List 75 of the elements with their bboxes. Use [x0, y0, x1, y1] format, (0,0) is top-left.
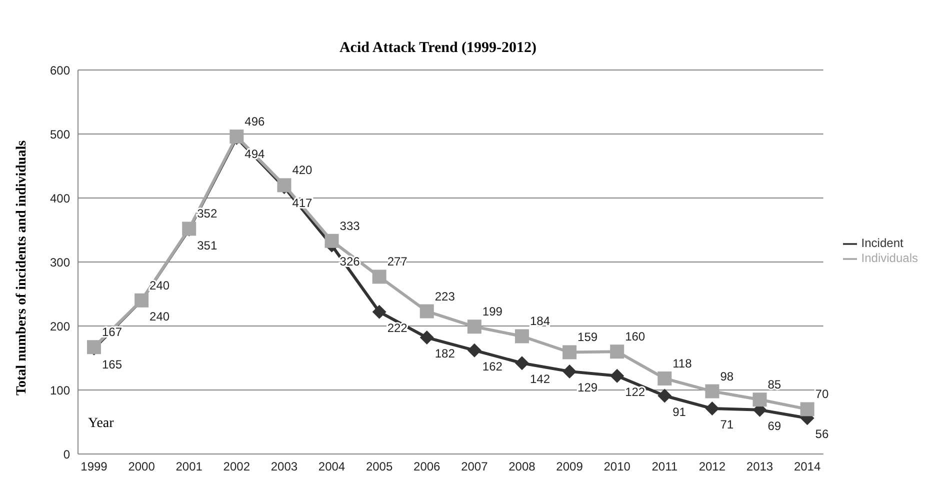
legend-label: Incident	[861, 236, 904, 250]
x-tick-label: 2010	[604, 460, 631, 474]
data-label: 184	[530, 314, 550, 328]
point	[800, 402, 814, 416]
point	[562, 345, 577, 360]
point	[658, 388, 672, 403]
data-label: 333	[340, 218, 360, 233]
data-label: 223	[434, 289, 456, 304]
point	[610, 344, 624, 359]
data-label: 182	[434, 346, 456, 361]
y-tick-label: 200	[50, 319, 70, 334]
data-label: 85	[768, 378, 782, 392]
data-label: 352	[197, 206, 218, 221]
legend-label: Individuals	[861, 251, 918, 265]
data-label: 129	[578, 380, 598, 394]
x-tick-label: 2005	[366, 460, 393, 474]
point	[372, 270, 386, 284]
point	[752, 392, 767, 407]
x-tick-label: 2001	[176, 460, 203, 474]
point	[658, 371, 672, 386]
data-label: 277	[387, 254, 408, 269]
y-tick-label: 400	[50, 191, 70, 206]
data-label: 162	[482, 359, 503, 374]
data-label: 69	[768, 418, 782, 433]
y-tick-label: 0	[63, 447, 70, 462]
x-tick-label: 1999	[80, 460, 108, 474]
data-label: 118	[672, 356, 692, 370]
point	[705, 402, 720, 416]
x-tick-label: 2009	[556, 460, 584, 474]
x-tick-label: 2013	[746, 460, 774, 474]
x-axis-title: Year	[88, 416, 114, 432]
point	[420, 304, 434, 318]
point	[514, 356, 529, 370]
data-label: 122	[625, 384, 646, 399]
x-tick-label: 2012	[698, 460, 726, 474]
data-label: 56	[815, 427, 829, 442]
y-tick-label: 600	[50, 63, 70, 78]
y-tick-label: 300	[50, 255, 70, 270]
point	[467, 343, 482, 358]
data-label: 160	[625, 330, 646, 344]
y-axis-title: Total numbers of incidents and individuals	[15, 140, 31, 396]
data-label: 165	[102, 357, 122, 372]
x-tick-label: 2003	[270, 460, 298, 474]
data-label: 98	[720, 369, 734, 384]
data-label: 496	[244, 114, 266, 129]
x-tick-label: 2004	[318, 460, 346, 474]
data-label: 142	[530, 372, 550, 386]
data-label: 199	[482, 304, 503, 319]
x-tick-label: 2007	[461, 460, 488, 474]
point	[324, 234, 339, 248]
data-label: 351	[197, 238, 218, 252]
x-tick-label: 2006	[414, 460, 441, 474]
point	[562, 364, 577, 378]
point	[705, 384, 720, 398]
x-tick-label: 2011	[652, 460, 678, 474]
data-label: 91	[672, 404, 686, 419]
point	[467, 320, 482, 334]
chart-title: Acid Attack Trend (1999-2012)	[338, 40, 538, 57]
point	[610, 368, 624, 383]
y-tick-label: 500	[50, 127, 70, 142]
data-label: 240	[150, 278, 170, 292]
x-tick-label: 2000	[128, 460, 156, 474]
data-label: 71	[720, 418, 734, 432]
point	[420, 330, 434, 345]
data-label: 222	[387, 320, 408, 335]
y-tick-label: 100	[50, 383, 70, 398]
data-label: 159	[578, 330, 598, 344]
data-label: 240	[150, 309, 170, 324]
data-label: 420	[292, 163, 313, 178]
x-tick-label: 2014	[794, 460, 821, 474]
x-tick-label: 2002	[223, 460, 250, 474]
data-label: 70	[815, 387, 829, 402]
x-tick-label: 2008	[508, 460, 536, 474]
point	[372, 304, 386, 319]
point	[514, 329, 529, 344]
